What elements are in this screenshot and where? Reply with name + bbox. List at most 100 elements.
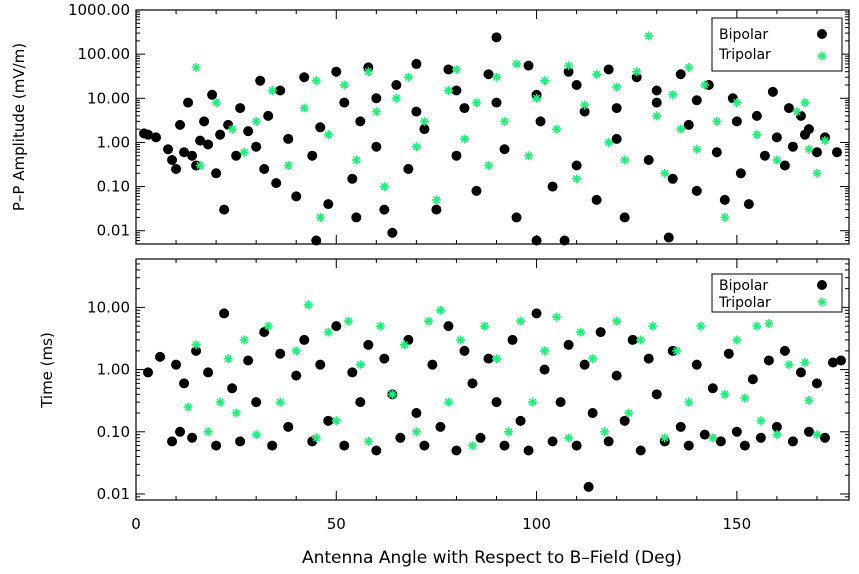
amplitude-tripolar-point — [379, 182, 389, 192]
time-tripolar-point — [752, 321, 762, 331]
time-tripolar-point — [504, 427, 514, 437]
amplitude-tripolar-point — [323, 130, 333, 140]
amplitude-bipolar-point — [611, 103, 622, 114]
time-bipolar-point — [539, 364, 550, 375]
time-bipolar-point — [771, 421, 782, 432]
amplitude-tripolar-point — [500, 116, 510, 126]
amplitude-bipolar-point — [803, 124, 814, 135]
amplitude-tripolar-point — [644, 31, 654, 41]
time-tripolar-point — [812, 430, 822, 440]
amplitude-tripolar-point — [700, 80, 710, 90]
time-tripolar-point — [588, 354, 598, 364]
time-bipolar-point — [363, 339, 374, 350]
time-tripolar-point — [291, 346, 301, 356]
amplitude-bipolar-point — [311, 235, 322, 246]
amplitude-tripolar-point — [604, 137, 614, 147]
time-tripolar-point — [435, 305, 445, 315]
amplitude-bipolar-point — [255, 75, 266, 86]
time-tripolar-point — [375, 321, 385, 331]
time-bipolar-point — [835, 355, 846, 366]
amplitude-tripolar-point — [812, 168, 822, 178]
amplitude-y-tick-label: 1.00 — [97, 133, 130, 151]
time-bipolar-point — [707, 383, 718, 394]
time-tripolar-point — [363, 436, 373, 446]
time-tripolar-point — [528, 397, 538, 407]
time-bipolar-point — [691, 359, 702, 370]
amplitude-tripolar-point — [792, 107, 802, 117]
time-bipolar-point — [611, 370, 622, 381]
time-bipolar-point — [587, 408, 598, 419]
amplitude-tripolar-point — [451, 64, 461, 74]
amplitude-tripolar-point — [772, 155, 782, 165]
time-tripolar-point — [516, 316, 526, 326]
time-tripolar-point — [648, 321, 658, 331]
time-bipolar-point — [803, 426, 814, 437]
time-bipolar-point — [243, 355, 254, 366]
amplitude-bipolar-point — [443, 64, 454, 75]
time-tripolar-point — [636, 335, 646, 345]
amplitude-legend-tripolar-marker — [817, 51, 827, 61]
time-bipolar-point — [715, 436, 726, 447]
time-tripolar-point — [708, 433, 718, 443]
amplitude-bipolar-point — [771, 132, 782, 143]
amplitude-y-tick-label: 0.01 — [97, 222, 130, 240]
amplitude-bipolar-point — [491, 97, 502, 108]
time-tripolar-point — [423, 316, 433, 326]
amplitude-bipolar-point — [207, 89, 218, 100]
time-bipolar-point — [635, 445, 646, 456]
time-bipolar-point — [371, 445, 382, 456]
time-bipolar-point — [171, 359, 182, 370]
amplitude-bipolar-point — [451, 150, 462, 161]
time-bipolar-point — [523, 445, 534, 456]
amplitude-y-tick-label: 10.00 — [87, 89, 130, 107]
amplitude-plot-frame — [135, 9, 850, 245]
time-bipolar-point — [483, 353, 494, 364]
time-bipolar-point — [603, 436, 614, 447]
time-tripolar-point — [239, 335, 249, 345]
time-tripolar-point — [455, 335, 465, 345]
time-bipolar-point — [515, 415, 526, 426]
time-legend: Bipolar Tripolar — [711, 273, 843, 313]
time-bipolar-point — [275, 348, 286, 359]
amplitude-tripolar-point — [339, 80, 349, 90]
time-tripolar-point — [183, 402, 193, 412]
amplitude-bipolar-point — [675, 69, 686, 80]
time-panel: 10.00 1.00 0.10 0.01 0 50 100 150 Time (ms) An… — [38, 258, 850, 568]
amplitude-tripolar-point — [299, 103, 309, 113]
amplitude-bipolar-point — [215, 129, 226, 140]
amplitude-tripolar-point — [660, 168, 670, 178]
time-bipolar-point — [411, 408, 422, 419]
time-x-tick-label: 0 — [131, 515, 141, 533]
time-bipolar-point — [187, 432, 198, 443]
amplitude-tripolar-point — [692, 144, 702, 154]
amplitude-tripolar-point — [512, 59, 522, 69]
time-tripolar-point — [467, 441, 477, 451]
amplitude-tripolar-point — [732, 98, 742, 108]
time-bipolar-point — [283, 421, 294, 432]
time-tripolar-point — [331, 416, 341, 426]
amplitude-tripolar-point — [371, 107, 381, 117]
amplitude-tripolar-point — [391, 93, 401, 103]
time-legend-tripolar-marker — [817, 297, 827, 307]
amplitude-bipolar-point — [719, 194, 730, 205]
amplitude-bipolar-point — [491, 32, 502, 43]
time-bipolar-point — [435, 421, 446, 432]
time-tripolar-point — [732, 335, 742, 345]
time-bipolar-point — [227, 383, 238, 394]
amplitude-tripolar-point — [431, 195, 441, 205]
time-bipolar-point — [499, 440, 510, 451]
time-tripolar-point — [343, 316, 353, 326]
amplitude-bipolar-point — [299, 72, 310, 83]
time-bipolar-point — [203, 367, 214, 378]
time-bipolar-point — [331, 321, 342, 332]
amplitude-bipolar-point — [199, 116, 210, 127]
amplitude-bipolar-point — [259, 164, 270, 175]
time-bipolar-point — [675, 421, 686, 432]
amplitude-tripolar-point — [632, 67, 642, 77]
time-y-tick-label: 0.10 — [97, 423, 130, 441]
time-bipolar-point — [619, 415, 630, 426]
time-bipolar-point — [323, 415, 334, 426]
time-bipolar-point — [443, 321, 454, 332]
amplitude-tripolar-point — [195, 161, 205, 171]
amplitude-bipolar-point — [547, 181, 558, 192]
